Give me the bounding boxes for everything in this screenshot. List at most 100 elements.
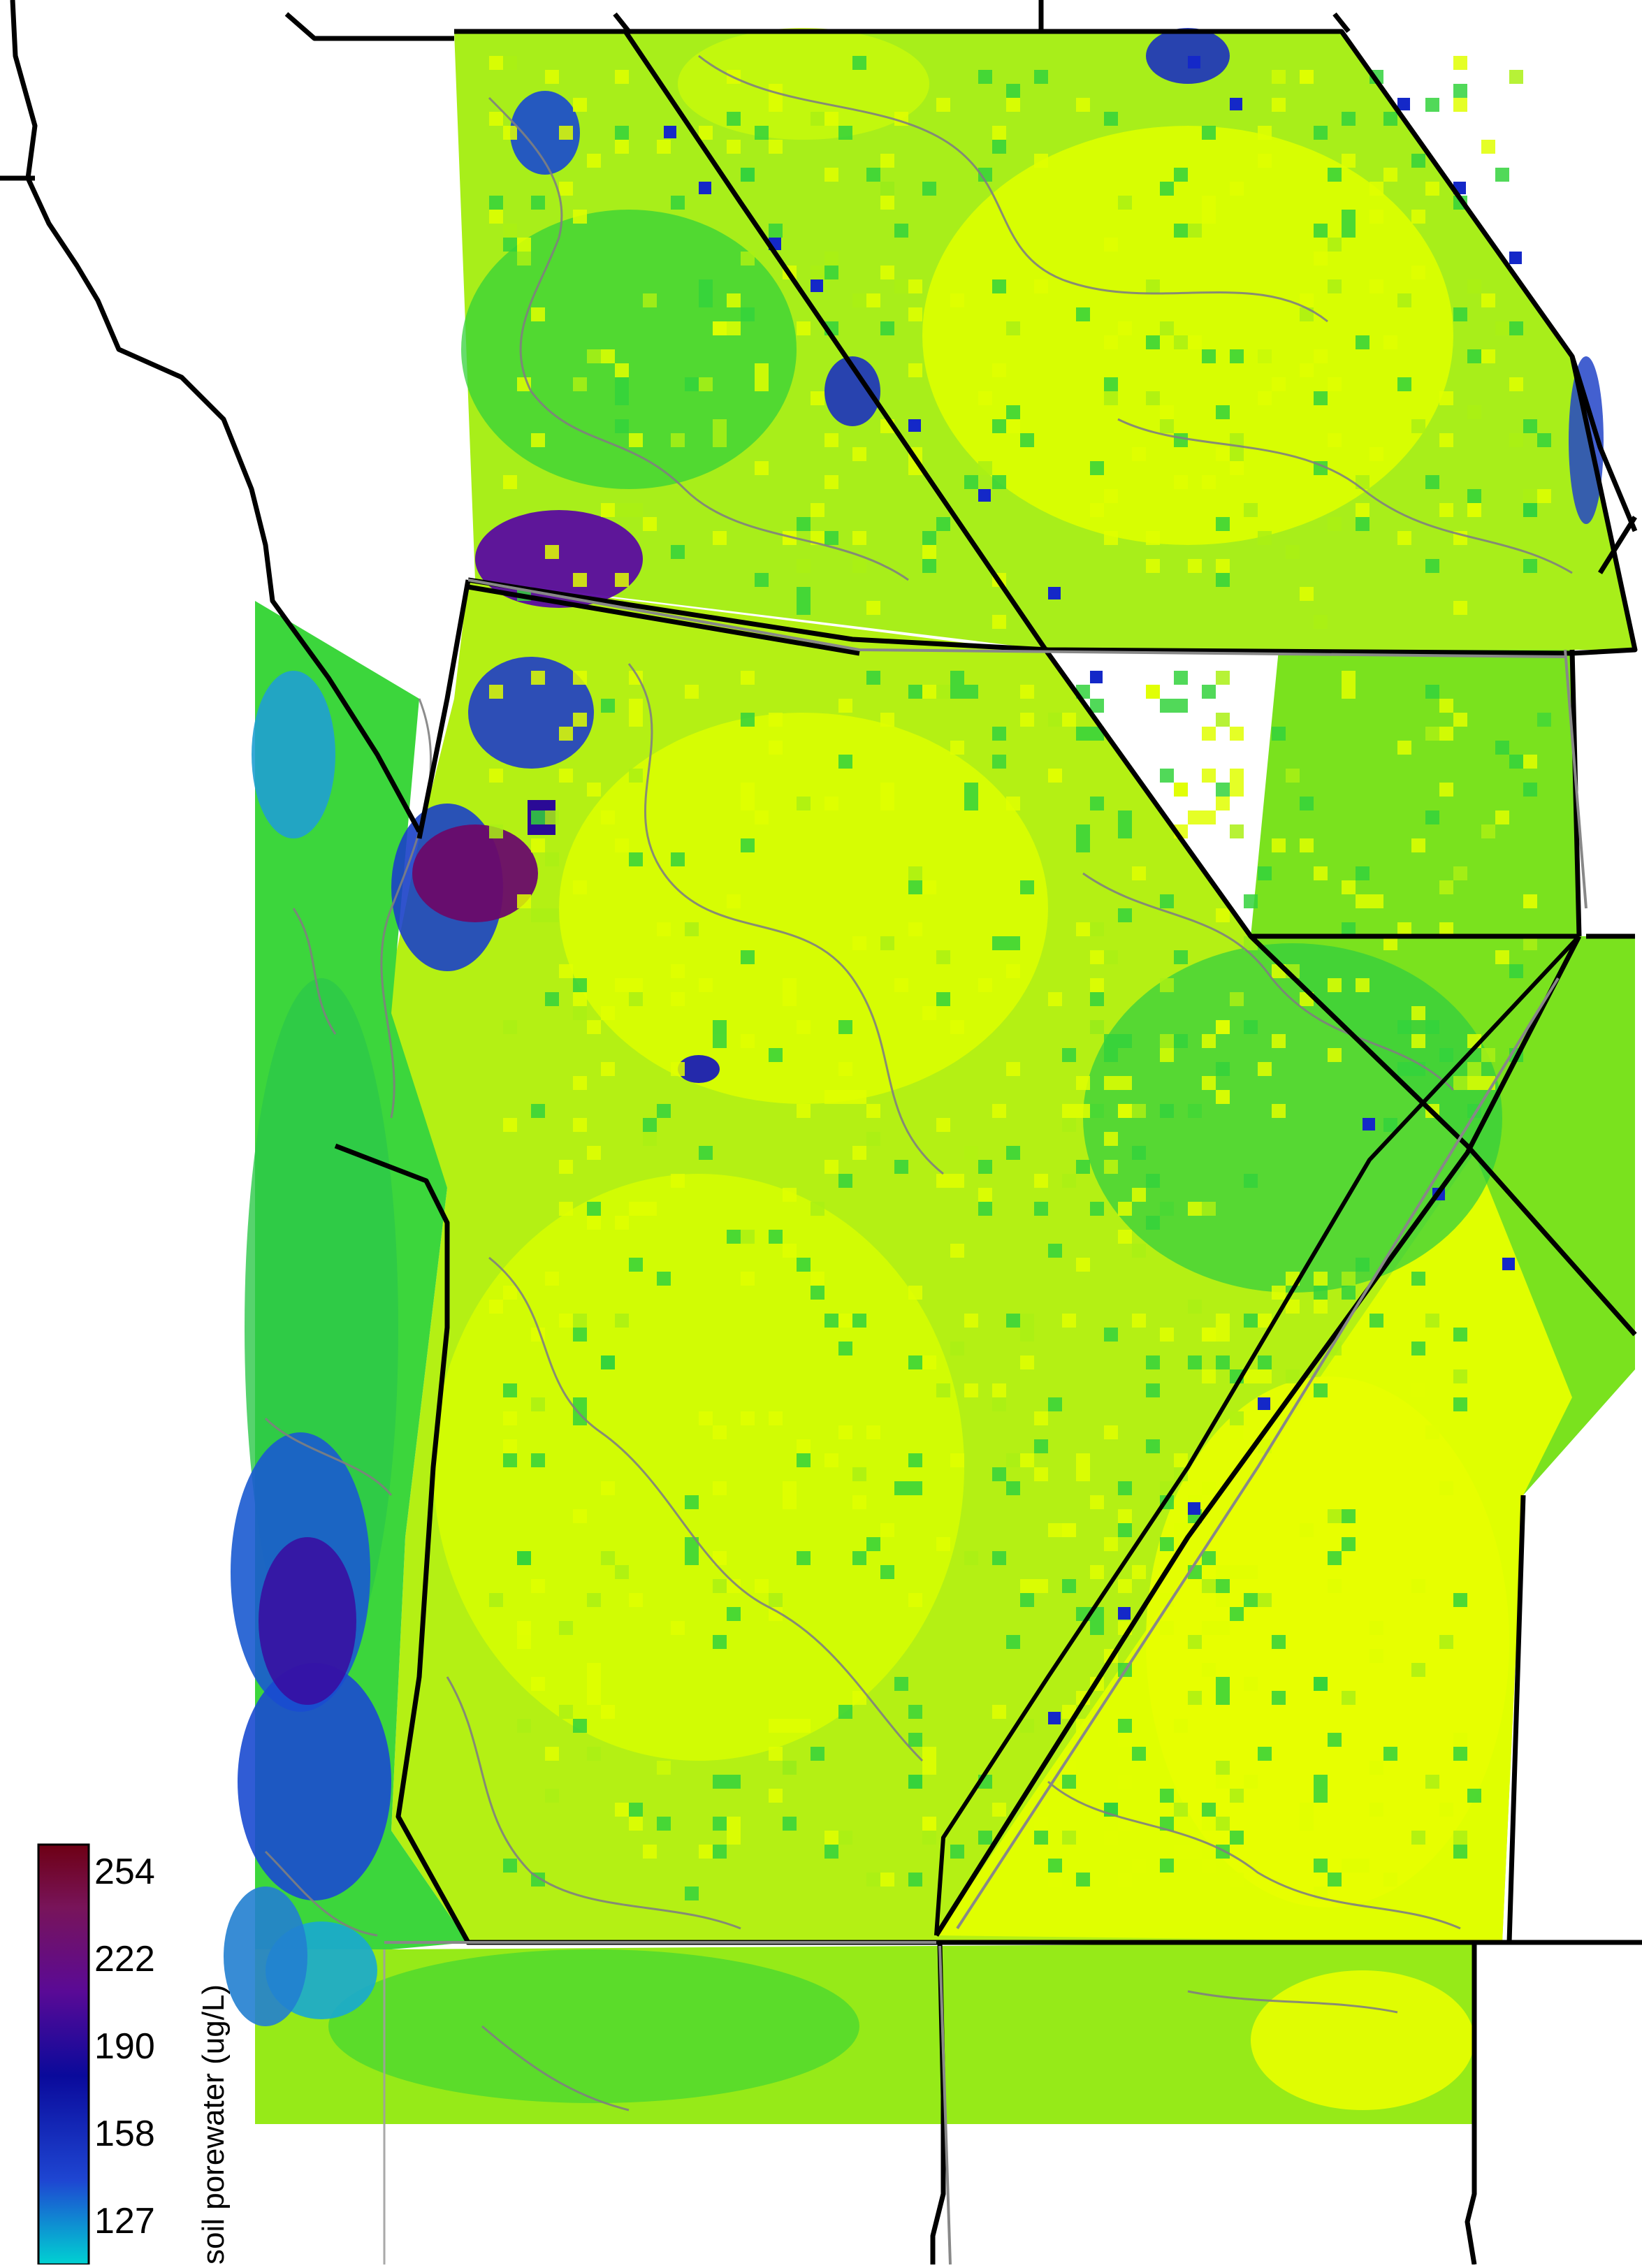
raster-pixel: [992, 1803, 1006, 1817]
raster-pixel: [573, 1118, 587, 1132]
raster-pixel: [517, 894, 531, 908]
raster-pixel: [1369, 182, 1383, 196]
raster-pixel: [1104, 1831, 1118, 1845]
raster-pixel: [559, 1705, 573, 1719]
raster-pixel: [783, 1761, 797, 1775]
raster-pixel: [964, 1383, 978, 1397]
raster-pixel: [545, 908, 559, 922]
raster-pixel: [1062, 1118, 1076, 1132]
raster-pixel: [1020, 1355, 1034, 1369]
raster-pixel: [1202, 349, 1216, 363]
raster-pixel: [657, 1817, 671, 1831]
raster-pixel: [1216, 1565, 1230, 1579]
raster-pixel: [1118, 1873, 1132, 1887]
raster-pixel: [1090, 1020, 1104, 1034]
raster-pixel: [950, 685, 964, 699]
raster-pixel: [1202, 475, 1216, 489]
raster-pixel: [741, 168, 755, 182]
raster-pixel: [824, 531, 838, 545]
raster-pixel: [1216, 1328, 1230, 1342]
raster-pixel: [531, 1104, 545, 1118]
raster-pixel: [699, 1146, 713, 1160]
raster-pixel: [587, 1593, 601, 1607]
raster-pixel: [671, 433, 685, 447]
raster-pixel: [1439, 922, 1453, 936]
colorbar-tick-label: 254: [94, 1852, 155, 1892]
raster-pixel: [699, 377, 713, 391]
raster-pixel: [1160, 1328, 1174, 1342]
raster-pixel: [908, 1453, 922, 1467]
raster-pixel: [1328, 1509, 1342, 1523]
raster-pixel: [1062, 713, 1076, 727]
raster-pixel: [517, 1719, 531, 1733]
raster-pixel: [1188, 1635, 1202, 1649]
raster-pixel: [755, 810, 769, 824]
raster-pixel: [936, 1537, 950, 1551]
raster-pixel: [1244, 1020, 1258, 1034]
raster-pixel: [866, 1425, 880, 1439]
raster-pixel: [1006, 964, 1020, 978]
raster-pixel: [699, 126, 713, 140]
raster-pixel: [727, 140, 741, 154]
raster-pixel: [908, 307, 922, 321]
colorbar-tick-label: 127: [94, 2201, 155, 2241]
raster-pixel: [1537, 713, 1551, 727]
raster-pixel: [824, 252, 838, 266]
raster-pixel: [769, 1719, 783, 1733]
raster-pixel: [1230, 1873, 1244, 1887]
raster-pixel: [811, 266, 824, 279]
raster-pixel: [615, 573, 629, 587]
raster-pixel: [1202, 769, 1216, 783]
raster-pixel: [992, 1383, 1006, 1397]
raster-pixel: [1300, 70, 1314, 84]
raster-pixel: [1034, 279, 1048, 293]
raster-pixel: [587, 1677, 601, 1691]
raster-pixel: [1314, 349, 1328, 363]
raster-pixel: [503, 126, 517, 140]
raster-pixel: [1188, 1502, 1200, 1515]
raster-pixel: [1523, 489, 1537, 503]
raster-pixel: [1383, 112, 1397, 126]
raster-pixel: [894, 1481, 908, 1495]
raster-pixel: [1467, 1789, 1481, 1803]
raster-pixel: [629, 769, 643, 783]
raster-pixel: [1146, 685, 1160, 699]
raster-pixel: [1272, 1691, 1286, 1705]
raster-pixel: [1202, 1579, 1216, 1593]
raster-pixel: [797, 1258, 811, 1272]
raster-pixel: [1090, 1565, 1104, 1579]
raster-pixel: [852, 559, 866, 573]
raster-pixel: [922, 1761, 936, 1775]
raster-pixel: [1258, 154, 1272, 168]
raster-pixel: [643, 1202, 657, 1216]
raster-pixel: [1369, 210, 1383, 224]
raster-pixel: [1216, 1579, 1230, 1593]
raster-pixel: [1314, 224, 1328, 238]
raster-pixel: [629, 1593, 643, 1607]
roads: [384, 579, 1587, 2265]
raster-pixel: [727, 1230, 741, 1244]
raster-pixel: [1202, 1481, 1216, 1495]
raster-pixel: [950, 741, 964, 755]
raster-pixel: [1188, 1355, 1202, 1369]
raster-pixel: [1160, 1621, 1174, 1635]
raster-pixel: [824, 1845, 838, 1859]
raster-pixel: [1481, 293, 1495, 307]
raster-pixel: [615, 503, 629, 517]
raster-pixel: [713, 1551, 727, 1565]
raster-pixel: [1258, 1314, 1272, 1328]
raster-pixel: [1020, 1453, 1034, 1467]
raster-pixel: [1439, 1635, 1453, 1649]
raster-pixel: [587, 783, 601, 797]
raster-pixel: [741, 950, 755, 964]
raster-pixel: [852, 447, 866, 461]
raster-pixel: [1076, 1104, 1090, 1118]
raster-pixel: [1034, 154, 1048, 168]
raster-pixel: [922, 685, 936, 699]
raster-pixel: [741, 671, 755, 685]
raster-pixel: [908, 419, 921, 432]
raster-pixel: [866, 293, 880, 307]
raster-pixel: [769, 1747, 783, 1761]
raster-pixel: [503, 1286, 517, 1300]
raster-pixel: [1286, 1300, 1300, 1314]
